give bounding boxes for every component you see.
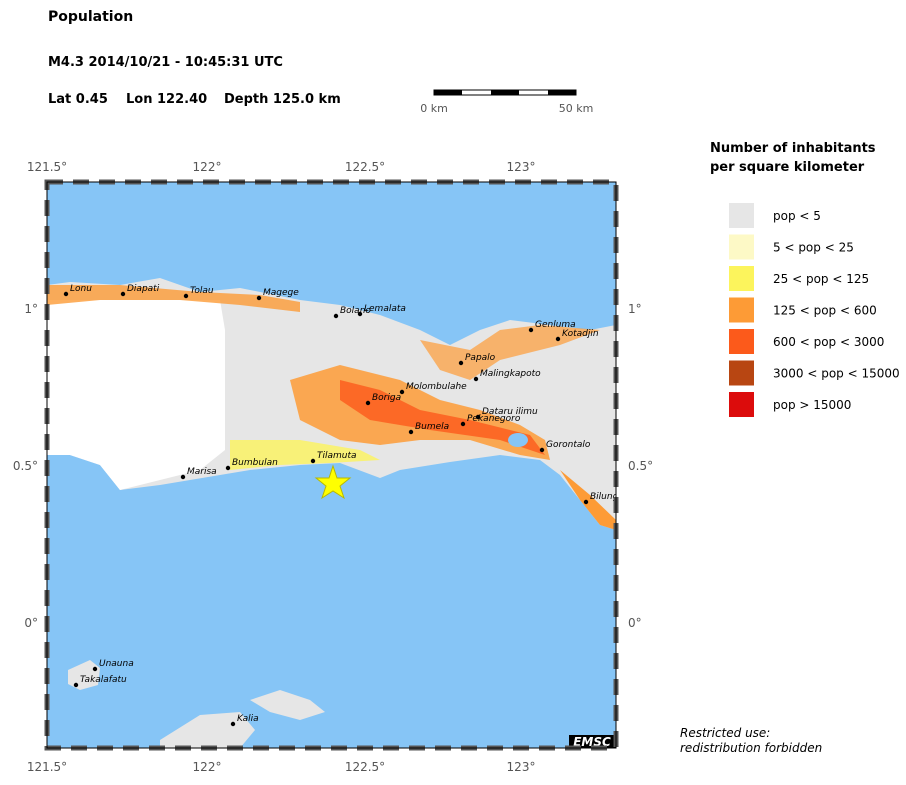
city-label: Unauna (99, 659, 134, 669)
city-dot (310, 458, 316, 464)
city-label: Dataru ilimu (482, 407, 538, 417)
city-label: Bumela (415, 422, 449, 432)
legend-swatch (729, 266, 754, 291)
scale-end: 50 km (559, 102, 594, 115)
legend-title: per square kilometer (710, 160, 865, 175)
city-dot (225, 465, 231, 471)
city-dot (399, 389, 405, 395)
city-label: Kalia (237, 714, 259, 724)
legend-swatch (729, 392, 754, 417)
notice: Restricted use: (680, 726, 770, 740)
lon-label: 122° (193, 160, 222, 174)
city-dot (408, 429, 414, 435)
city-label: Genluma (535, 320, 576, 330)
legend-label: 3000 < pop < 15000 (773, 367, 900, 381)
city-label: Malingkapoto (480, 369, 541, 379)
city-dot (583, 499, 589, 505)
legend-swatch (729, 234, 754, 260)
city-label: Magege (263, 288, 299, 298)
lon-label: 123° (507, 160, 536, 174)
map-frame (44, 179, 619, 751)
city-label: Kotadjin (562, 329, 599, 339)
event: M4.3 2014/10/21 - 10:45:31 UTC (48, 55, 283, 70)
city-label: Pekanegoro (467, 414, 521, 424)
lat: Lat 0.45 (48, 92, 108, 107)
lat-label: 0° (24, 616, 38, 630)
lon-label: 122° (193, 760, 222, 774)
scale-start: 0 km (420, 102, 448, 115)
lon-label: 121.5° (27, 760, 67, 774)
city-dot (230, 721, 236, 727)
city-label: Takalafatu (80, 675, 127, 685)
city-label: Boriga (372, 393, 401, 403)
legend-title: Number of inhabitants (710, 141, 876, 156)
city-dot (365, 400, 371, 406)
city-label: Diapati (127, 284, 160, 294)
lon-label: 122.5° (345, 760, 385, 774)
scale-bar: 0 km 50 km (420, 89, 594, 115)
lat-label: 0° (628, 616, 642, 630)
city-dot (92, 666, 98, 672)
city-dot (460, 421, 466, 427)
legend-swatch (729, 297, 754, 323)
city-label: Gorontalo (546, 440, 591, 450)
legend-label: 5 < pop < 25 (773, 241, 854, 255)
city-dot (180, 474, 186, 480)
legend-label: pop < 5 (773, 209, 821, 223)
lon-label: 121.5° (27, 160, 67, 174)
city-label: Molombulahe (406, 382, 467, 392)
epicenter (314, 464, 352, 500)
legend-label: 600 < pop < 3000 (773, 335, 884, 349)
city-label: Bumbulan (232, 458, 278, 468)
legend-label: 125 < pop < 600 (773, 304, 877, 318)
city-dot (555, 336, 561, 342)
lat-label: 0.5° (628, 459, 653, 473)
city-label: Tilamuta (317, 451, 357, 461)
city-dot (73, 682, 79, 688)
city-dot (475, 414, 481, 420)
city-dot (183, 293, 189, 299)
city-label: Lemalata (364, 304, 406, 314)
legend-swatch (729, 203, 754, 228)
city-dot (539, 447, 545, 453)
city-label: Tolau (190, 286, 214, 296)
credit: EMSC (573, 735, 611, 749)
lon-label: 123° (507, 760, 536, 774)
city-label: Bolano (340, 306, 371, 316)
depth: Depth 125.0 km (224, 92, 341, 107)
city-dot (528, 327, 534, 333)
city-dot (357, 311, 363, 317)
lon-label: 122.5° (345, 160, 385, 174)
city-dot (63, 291, 69, 297)
legend-swatch (729, 329, 754, 354)
lon: Lon 122.40 (126, 92, 207, 107)
city-label: Lonu (70, 284, 92, 294)
lat-label: 1° (628, 302, 642, 316)
notice: redistribution forbidden (680, 741, 822, 755)
city-dot (333, 313, 339, 319)
city-label: Papalo (465, 353, 496, 363)
city-label: Marisa (187, 467, 217, 477)
legend-swatch (729, 360, 754, 386)
lat-label: 1° (24, 302, 38, 316)
city-dot (120, 291, 126, 297)
title: Population (48, 9, 133, 25)
city-dot (458, 360, 464, 366)
lat-label: 0.5° (13, 459, 38, 473)
city-dot (256, 295, 262, 301)
city-dot (473, 376, 479, 382)
city-label: Bilungala (590, 492, 632, 502)
legend-label: pop > 15000 (773, 398, 851, 412)
legend-label: 25 < pop < 125 (773, 272, 869, 286)
